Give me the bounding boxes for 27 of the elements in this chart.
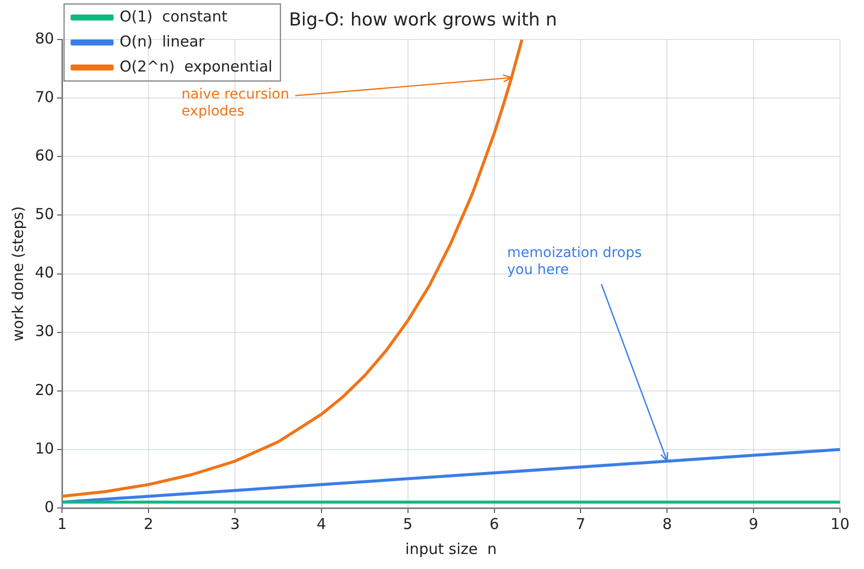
y-axis-title: work done (steps) (8, 206, 27, 342)
y-tick-label: 40 (34, 264, 54, 282)
x-axis-title: input size n (405, 540, 497, 558)
legend-label: O(1) constant (120, 7, 228, 26)
x-tick-label: 10 (830, 514, 850, 533)
x-tick-label: 6 (489, 514, 500, 533)
y-tick-label: 10 (34, 439, 54, 458)
y-tick-label: 50 (34, 205, 54, 224)
chart-title: Big-O: how work grows with n (288, 9, 558, 30)
x-tick-label: 8 (662, 514, 672, 533)
x-tick-label: 5 (403, 514, 413, 533)
legend-label: O(2^n) exponential (120, 57, 272, 76)
annotation: naive recursion explodes (182, 86, 290, 120)
x-tick-label: 3 (230, 514, 240, 533)
y-tick-label: 30 (34, 322, 54, 340)
x-tick-label: 4 (316, 514, 326, 533)
x-tick-label: 7 (576, 514, 586, 533)
y-tick-label: 80 (34, 29, 54, 48)
y-tick-label: 60 (34, 146, 54, 165)
x-tick-label: 1 (57, 514, 67, 533)
legend-label: O(n) linear (120, 32, 206, 50)
x-tick-label: 9 (748, 514, 758, 533)
y-tick-label: 70 (34, 88, 54, 106)
y-tick-label: 0 (44, 498, 54, 516)
y-tick-label: 20 (34, 380, 54, 399)
annotation: memoization drops you here (507, 244, 642, 278)
x-tick-label: 2 (144, 514, 154, 533)
